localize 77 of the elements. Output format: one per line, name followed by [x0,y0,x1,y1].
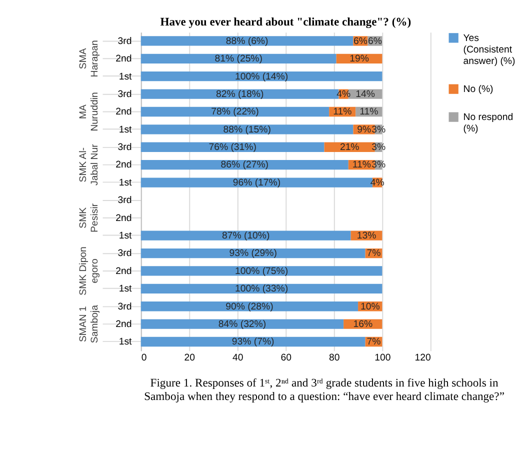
y-tick-label: 3rd [118,88,132,100]
data-label: 19% [350,54,370,65]
y-tick-label: 2nd [116,212,132,224]
data-label: 7% [366,248,382,260]
data-label: 78% (22%) [211,106,259,118]
text: SMA Harapan [78,40,100,78]
bar [140,248,366,258]
data-label: 100% (33%) [235,284,288,295]
caption: Figure 1. Responses of 1ˢᵗ, 2ⁿᵈ and 3ʳᵈ grade students in five high schools in Samboja when they respond to a question: “have ever heard climate change?” [144,376,504,403]
y-tick-label: 3rd [118,195,132,206]
bar [140,284,382,294]
data-label: 11% [333,106,352,118]
bar [140,36,354,46]
data-label: 14% [356,88,376,100]
data-label: 88% (6%) [226,36,268,47]
bar [140,160,348,170]
y-tick-label: 1st [118,177,132,188]
data-label: 21% [340,142,360,154]
legend-label: No respond (%) [463,112,514,135]
data-label: 100% (14%) [235,71,288,82]
data-label: 82% (18%) [216,88,264,100]
data-label: 96% (17%) [232,177,281,188]
y-tick-label: 3rd [118,301,132,312]
text: SMK Pesisir [78,202,100,232]
data-label: 100% (75%) [235,266,288,277]
x-tick-label: 20 [184,352,196,364]
data-label: 11% [352,160,372,171]
data-label: 10% [360,301,380,312]
data-label: 93% (7%) [232,336,274,348]
data-label: 6% [353,36,368,47]
x-tick-label: 80 [329,352,340,364]
text: SMK Diponegoro [78,246,100,296]
y-tick-label: 3rd [118,36,132,47]
data-label: 9% [357,124,372,136]
x-tick-label: 100 [374,352,391,364]
y-tick-label: 1st [118,71,132,82]
chart-title: Have you ever heard about "climate change"? (%) [160,15,412,28]
legend-label: Yes (Consistent answer) (%) [463,32,516,67]
x-tick-label: 40 [232,352,244,364]
y-tick-label: 2nd [116,54,132,65]
y-tick-label: 2nd [116,160,132,171]
y-tick-label: 2nd [116,106,132,118]
data-label: 81% (25%) [214,54,262,65]
bar [140,230,351,240]
data-label: 13% [356,230,377,242]
data-label: 90% (28%) [226,301,274,312]
data-label: 86% (27%) [220,160,268,171]
data-label: 93% (29%) [229,248,277,260]
y-tick-label: 1st [118,124,132,136]
data-label: 87% (10%) [222,230,270,242]
x-tick-label: 0 [141,352,147,364]
data-label: 84% (32%) [218,318,266,330]
bar [140,124,354,134]
text: MA Nuruddin [78,92,100,132]
data-label: 6% [368,36,382,47]
y-tick-label: 2nd [116,318,132,330]
text: SMK Al-Jabal Nur [78,143,100,186]
y-tick-label: 1st [118,336,132,348]
bar [140,266,382,276]
bar [140,336,366,347]
legend-label: No (%) [463,84,494,95]
y-tick-label: 3rd [118,248,132,260]
data-label: 11% [360,106,379,118]
data-label: 88% (15%) [223,124,271,136]
bar [140,319,344,329]
bar [140,72,382,82]
y-tick-label: 2nd [116,266,132,277]
data-label: 16% [353,318,373,330]
x-tick-label: 60 [280,352,292,364]
data-label: 7% [366,336,382,348]
x-tick-label: 120 [414,352,431,364]
y-tick-label: 1st [118,230,132,242]
y-tick-label: 1st [118,284,132,295]
bar [140,302,358,312]
y-tick-label: 3rd [118,142,132,154]
text: SMAN 1 Samboja [78,304,100,344]
data-label: 76% (31%) [208,142,256,154]
